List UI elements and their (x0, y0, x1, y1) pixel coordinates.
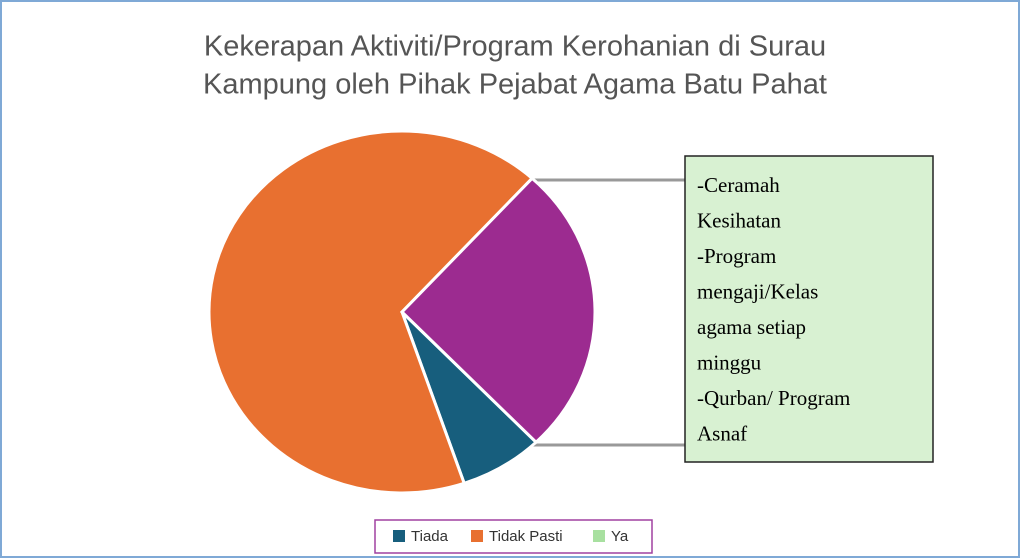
chart-title: Kampung oleh Pihak Pejabat Agama Batu Pa… (203, 69, 827, 101)
annotation-line: Asnaf (697, 421, 747, 445)
annotation-line: agama setiap (697, 315, 806, 339)
annotation-line: -Ceramah (697, 173, 780, 197)
legend-box (374, 519, 653, 554)
annotation-line: -Qurban/ Program (697, 386, 850, 410)
legend-label: Tiada (411, 528, 449, 545)
legend-label: Ya (611, 528, 629, 545)
annotation-box (684, 155, 934, 463)
annotation-line: mengaji/Kelas (697, 279, 818, 303)
legend-swatch (593, 530, 605, 542)
legend-swatch (393, 530, 405, 542)
annotation-line: minggu (697, 350, 762, 374)
legend-swatch (471, 530, 483, 542)
annotation-line: -Program (697, 244, 776, 268)
pie-slice (207, 129, 535, 495)
pie-slice (399, 176, 597, 445)
chart-title: Kekerapan Aktiviti/Program Kerohanian di… (204, 31, 826, 63)
legend-label: Tidak Pasti (489, 528, 563, 545)
annotation-line: Kesihatan (697, 208, 781, 232)
